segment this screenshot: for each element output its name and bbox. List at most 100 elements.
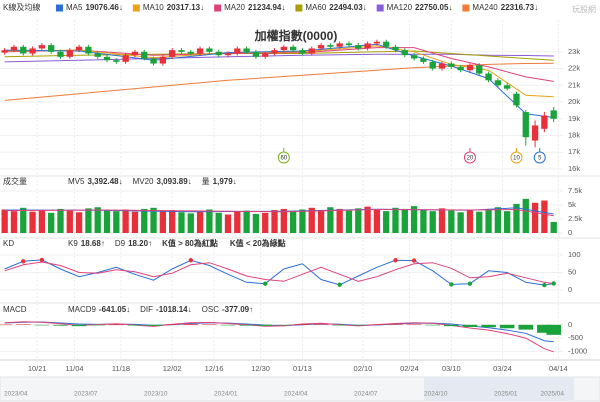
osc-bar	[0, 324, 12, 326]
y-tick-label: 16k	[568, 164, 580, 173]
candle-body	[327, 45, 334, 47]
legend-swatch	[132, 4, 140, 12]
navigator-label: 2024/04	[284, 391, 308, 398]
ma-marker-label: 20	[467, 156, 474, 162]
legend-swatch	[214, 4, 222, 12]
volume-bar	[550, 221, 557, 233]
k-dot	[263, 281, 268, 286]
candle-body	[243, 48, 250, 52]
legend-value: 22750.05↓	[415, 3, 452, 12]
watermark: 玩股網	[572, 4, 596, 14]
legend-note: K值 < 20為綠點	[230, 238, 286, 248]
legend-name: MACD9	[68, 305, 97, 314]
legend-swatch	[56, 4, 63, 12]
volume-bar	[169, 210, 176, 233]
legend-value: 22494.03↓	[329, 3, 366, 12]
navigator-label: 2023/04	[4, 391, 28, 398]
osc-bar	[90, 324, 106, 326]
k-dot	[21, 259, 26, 264]
candle-body	[513, 93, 520, 106]
legend-value: 21234.94↓	[248, 3, 285, 12]
candle-body	[345, 43, 353, 46]
x-tick-label: 03/24	[493, 364, 512, 373]
volume-bar	[113, 211, 120, 233]
volume-bar	[327, 207, 334, 233]
candle-body	[252, 51, 260, 57]
chart-title: 加權指數(0000)	[254, 28, 338, 43]
volume-bar	[541, 200, 548, 233]
navigator-label: 2023/07	[74, 391, 98, 398]
osc-bar	[537, 324, 552, 333]
volume-bar	[159, 211, 167, 233]
ma-marker	[510, 151, 523, 164]
navigator-label: 2025/04	[541, 391, 565, 398]
x-tick-label: 04/14	[549, 364, 568, 373]
legend-name: K9	[68, 239, 78, 248]
navigator-label: 2024/01	[214, 391, 238, 398]
indicator-line	[4, 50, 554, 61]
y-tick-label: -1000	[568, 346, 587, 355]
candle-body	[169, 50, 176, 57]
navigator-label: 2025/01	[494, 391, 518, 398]
legend-name: MA10	[143, 3, 164, 12]
volume-bar	[336, 208, 343, 233]
volume-bar	[215, 212, 222, 233]
ma-marker-label: 60	[280, 156, 287, 162]
candle-body	[94, 53, 101, 57]
legend-value: -377.09↑	[222, 305, 253, 314]
volume-bar	[485, 208, 492, 233]
legend-name: MA60	[305, 3, 326, 12]
candle-body	[476, 65, 483, 74]
candle-body	[141, 51, 148, 59]
volume-bar	[206, 209, 213, 233]
candle-body	[317, 45, 325, 49]
volume-bar	[29, 211, 36, 233]
legend-name: MA5	[66, 3, 83, 12]
navigator-window[interactable]	[424, 377, 574, 401]
volume-bar	[383, 211, 390, 233]
volume-bar	[410, 206, 418, 233]
legend-note: K值 > 80為紅點	[162, 238, 218, 248]
osc-bar	[127, 324, 143, 326]
candle-body	[224, 53, 232, 56]
osc-bar	[481, 324, 496, 328]
candle-body	[531, 125, 539, 141]
volume-bar	[94, 207, 101, 233]
candle-body	[383, 41, 390, 47]
volume-bar	[373, 209, 381, 233]
osc-bar	[183, 324, 199, 325]
volume-bar	[85, 208, 92, 233]
candle-body	[38, 45, 46, 49]
ma-marker	[533, 151, 546, 164]
x-tick-label: 12/16	[205, 364, 224, 373]
k-dot	[551, 281, 556, 286]
y-tick-label: 2.5k	[568, 214, 582, 223]
candle-body	[289, 46, 297, 51]
candle-body	[364, 43, 371, 49]
ma-marker	[277, 151, 290, 164]
legend-swatch	[462, 4, 470, 12]
navigator-label: 2023/10	[144, 391, 168, 398]
volume-bar	[103, 210, 111, 233]
k-dot	[411, 258, 417, 263]
legend-name: MA20	[224, 3, 245, 12]
legend-value: -1018.14↓	[156, 305, 192, 314]
legend-name: D9	[115, 239, 126, 248]
candle-body	[280, 46, 287, 51]
osc-bar	[164, 324, 180, 325]
volume-bar	[271, 210, 278, 233]
candle-body	[550, 110, 557, 119]
legend-value: 20317.13↓	[167, 3, 204, 12]
candle-body	[206, 48, 213, 52]
candle-body	[10, 46, 18, 51]
osc-bar	[388, 324, 403, 325]
k-dot	[393, 258, 398, 263]
legend-value: 1,979↓	[213, 177, 237, 186]
osc-bar	[15, 324, 31, 325]
y-tick-label: 23k	[568, 47, 580, 56]
panel-label: K線及均線	[3, 2, 40, 12]
volume-bar	[299, 209, 306, 233]
legend-value: 19076.46↓	[85, 3, 122, 12]
volume-bar	[75, 212, 83, 233]
candle-body	[131, 51, 139, 56]
